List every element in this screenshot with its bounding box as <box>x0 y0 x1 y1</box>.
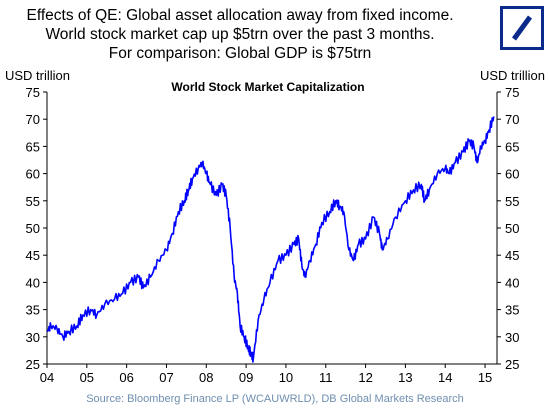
world-stock-market-chart: World Stock Market Capitalization USD tr… <box>5 68 545 385</box>
y-tick-label-right: 60 <box>505 167 519 182</box>
y-tick-label-left: 55 <box>26 194 40 209</box>
y-tick-label-right: 55 <box>505 194 519 209</box>
x-tick-label: 10 <box>279 370 293 385</box>
deutsche-bank-logo-icon <box>500 6 544 50</box>
x-tick-label: 09 <box>239 370 253 385</box>
y-tick-label-left: 60 <box>26 167 40 182</box>
series-line-market-cap <box>46 116 495 363</box>
y-tick-label-left: 50 <box>26 221 40 236</box>
source-note: Source: Bloomberg Finance LP (WCAUWRLD),… <box>86 393 464 405</box>
x-tick-label: 12 <box>358 370 372 385</box>
x-tick-label: 14 <box>438 370 452 385</box>
y-tick-label-right: 70 <box>505 112 519 127</box>
y-tick-label-left: 30 <box>26 330 40 345</box>
headline-line-3: For comparison: Global GDP is $75trn <box>108 45 372 62</box>
y-tick-label-right: 40 <box>505 275 519 290</box>
y-tick-label-left: 45 <box>26 248 40 263</box>
headline: Effects of QE: Global asset allocation a… <box>0 6 480 63</box>
x-tick-label: 11 <box>319 370 333 385</box>
y-tick-label-right: 25 <box>505 357 519 372</box>
y-tick-label-right: 75 <box>505 85 519 100</box>
y-tick-label-left: 65 <box>26 139 40 154</box>
x-tick-label: 13 <box>398 370 412 385</box>
logo-slash-icon <box>511 15 533 41</box>
x-tick-label: 15 <box>478 370 492 385</box>
chart-title: World Stock Market Capitalization <box>171 80 364 94</box>
y-tick-label-right: 65 <box>505 139 519 154</box>
y-tick-label-right: 35 <box>505 303 519 318</box>
y-tick-label-left: 35 <box>26 303 40 318</box>
y-tick-label-right: 45 <box>505 248 519 263</box>
y-tick-label-left: 70 <box>26 112 40 127</box>
x-tick-label: 06 <box>119 370 133 385</box>
x-tick-label: 08 <box>199 370 213 385</box>
x-tick-label: 04 <box>40 370 54 385</box>
x-tick-label: 05 <box>80 370 94 385</box>
headline-line-2: World stock market cap up $5trn over the… <box>45 26 435 43</box>
headline-line-1: Effects of QE: Global asset allocation a… <box>26 7 454 24</box>
y-tick-label-left: 75 <box>26 85 40 100</box>
y-axis-ticks: 25 25 30 30 35 35 40 40 45 45 50 50 55 55 60 60 65 65 70 70… <box>26 85 520 372</box>
y-axis-label-left: USD trillion <box>5 68 70 83</box>
x-axis-ticks: 04 05 06 07 08 09 10 11 12 13 14 15 <box>40 364 492 385</box>
y-tick-label-right: 30 <box>505 330 519 345</box>
y-axis-label-right: USD trillion <box>480 68 545 83</box>
chart-frame <box>46 92 498 365</box>
y-tick-label-left: 40 <box>26 275 40 290</box>
y-tick-label-left: 25 <box>26 357 40 372</box>
y-tick-label-right: 50 <box>505 221 519 236</box>
x-tick-label: 07 <box>159 370 173 385</box>
